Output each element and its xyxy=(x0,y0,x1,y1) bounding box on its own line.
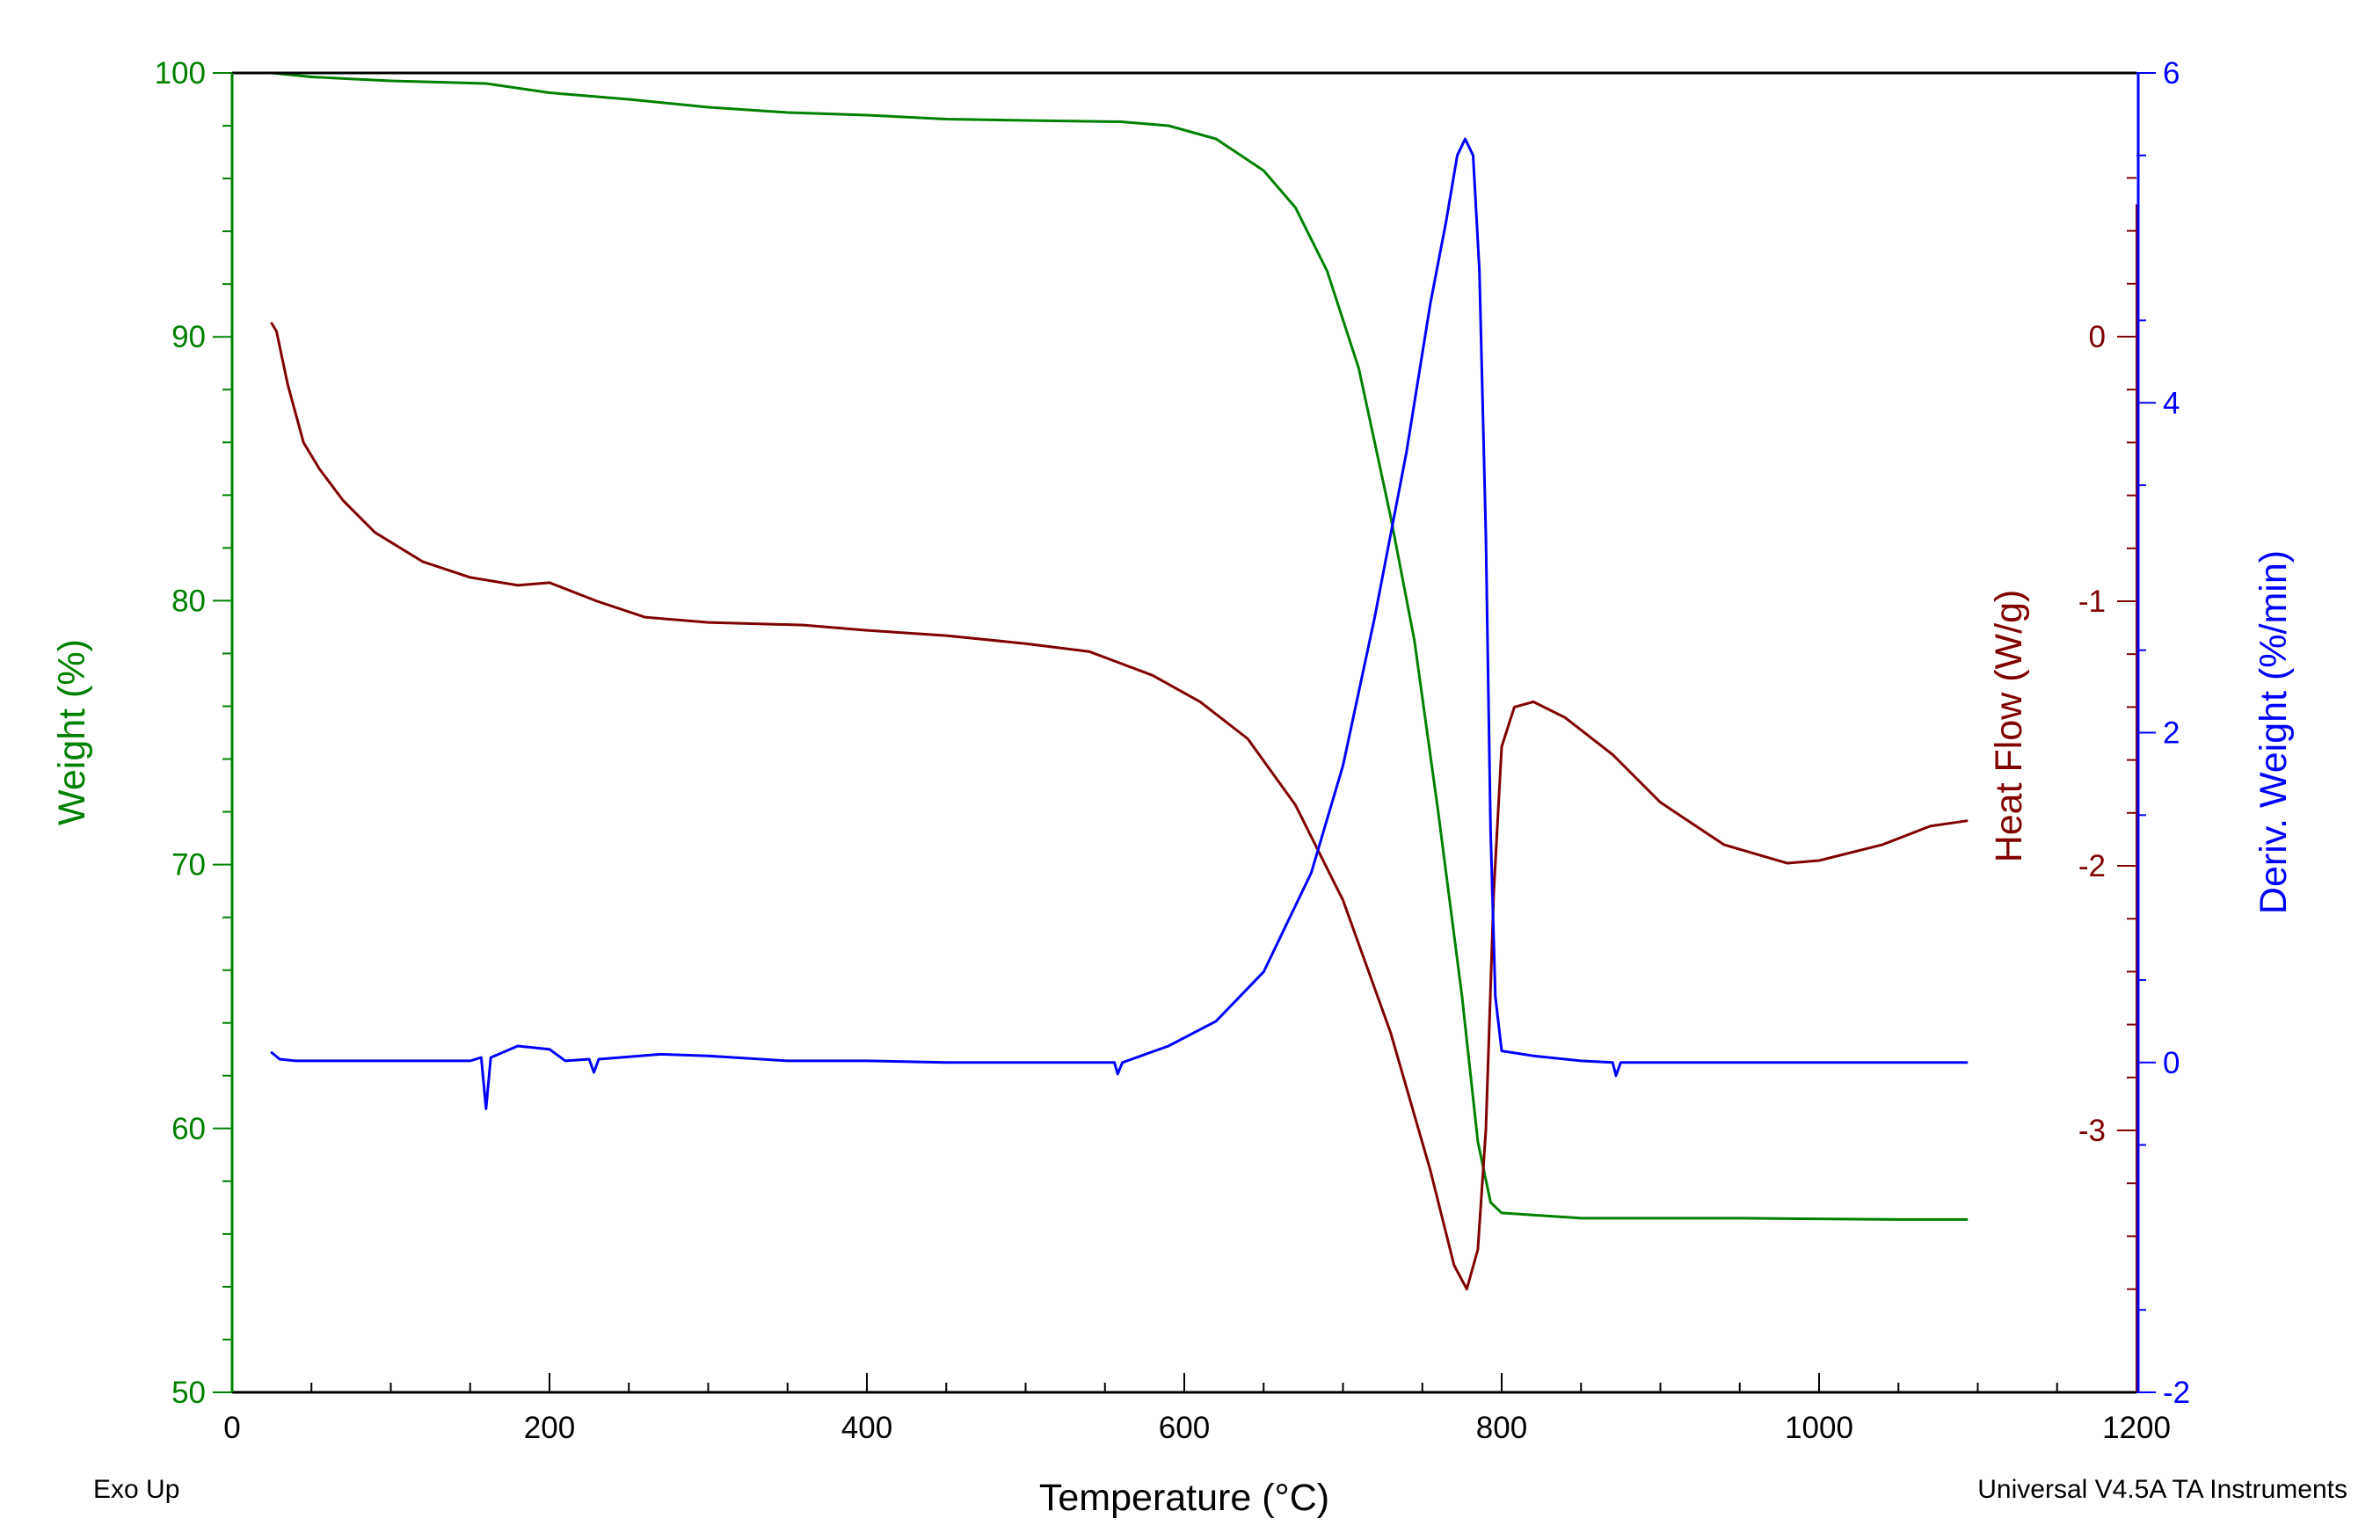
weight-tick-label: 80 xyxy=(171,584,206,618)
x-tick-label: 800 xyxy=(1476,1411,1527,1445)
x-tick-label: 1200 xyxy=(2102,1411,2171,1445)
frame-layer xyxy=(230,71,2140,1394)
deriv-tick-label: 2 xyxy=(2163,716,2180,751)
x-tick-label: 200 xyxy=(524,1411,575,1445)
x-tick-label: 600 xyxy=(1159,1411,1210,1445)
x-axis-title: Temperature (°C) xyxy=(1039,1477,1329,1519)
heatflow-tick-label: -3 xyxy=(2078,1114,2106,1148)
heatflow-tick-label: -2 xyxy=(2078,849,2106,883)
x-tick-label: 400 xyxy=(841,1411,892,1445)
weight-tick-label: 50 xyxy=(171,1376,206,1410)
weight-tick-label: 100 xyxy=(155,56,206,91)
series-layer xyxy=(270,71,1969,1291)
heatflow-series-line xyxy=(270,322,1969,1291)
weight-series-line xyxy=(270,71,1969,1221)
labels-layer: 0 200 400 600 800 1000 12005060708090100-3-2-1… xyxy=(51,56,2347,1519)
weight-tick-label: 60 xyxy=(171,1112,206,1146)
deriv-tick-label: -2 xyxy=(2163,1376,2190,1410)
heatflow-tick-label: -1 xyxy=(2078,585,2106,619)
x-tick-label: 0 xyxy=(223,1411,240,1445)
heatflow-axis-title: Heat Flow (W/g) xyxy=(1988,590,2030,863)
exo-up-label: Exo Up xyxy=(93,1475,179,1504)
ticks-layer xyxy=(213,72,2156,1393)
weight-tick-label: 70 xyxy=(171,848,206,883)
weight-tick-label: 90 xyxy=(171,320,206,354)
deriv-tick-label: 6 xyxy=(2163,56,2180,91)
deriv-tick-label: 4 xyxy=(2163,386,2180,420)
deriv-axis-title: Deriv. Weight (%/min) xyxy=(2253,550,2295,914)
heatflow-tick-label: 0 xyxy=(2089,320,2106,354)
deriv-series-line xyxy=(270,137,1969,1110)
instrument-label: Universal V4.5A TA Instruments xyxy=(1977,1475,2347,1504)
weight-axis-title: Weight (%) xyxy=(51,639,93,825)
x-tick-label: 1000 xyxy=(1785,1411,1853,1445)
deriv-tick-label: 0 xyxy=(2163,1046,2180,1080)
